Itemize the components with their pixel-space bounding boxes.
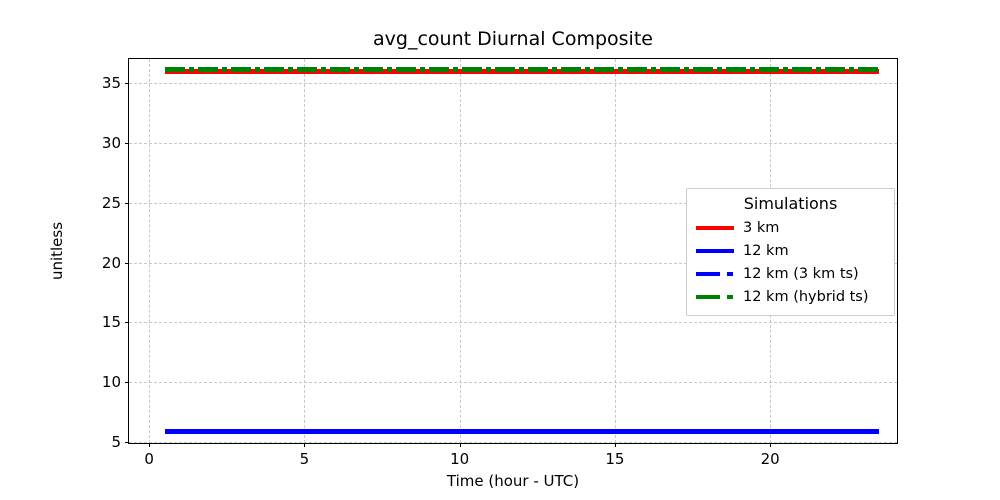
- x-tick: [459, 443, 461, 447]
- x-tick: [770, 443, 772, 447]
- y-tick-label: 20: [101, 253, 121, 272]
- y-axis-label: unitless: [48, 221, 66, 281]
- y-tick: [125, 441, 129, 443]
- y-tick: [125, 83, 129, 85]
- x-tick-label: 0: [144, 450, 154, 468]
- x-tick-label: 20: [760, 450, 780, 468]
- x-gridline: [614, 59, 616, 443]
- y-tick-label: 10: [101, 372, 121, 391]
- legend-entry-label: 12 km: [743, 242, 789, 259]
- y-gridline: [129, 83, 897, 85]
- x-tick: [614, 443, 616, 447]
- y-tick-label: 25: [101, 193, 121, 212]
- legend-entry-label: 3 km: [743, 219, 780, 236]
- legend-entry[interactable]: 3 km: [696, 216, 885, 239]
- x-tick-label: 10: [450, 450, 470, 468]
- legend-entry[interactable]: 12 km: [696, 239, 885, 262]
- y-gridline: [129, 322, 897, 324]
- y-tick: [125, 322, 129, 324]
- series-line: [164, 428, 879, 434]
- legend-entry[interactable]: 12 km (3 km ts): [696, 262, 885, 285]
- legend-title: Simulations: [743, 194, 838, 213]
- y-tick: [125, 202, 129, 204]
- y-tick-label: 35: [101, 74, 121, 93]
- x-axis-label: Time (hour - UTC): [446, 472, 580, 490]
- x-tick-label: 15: [605, 450, 625, 468]
- x-gridline: [149, 59, 151, 443]
- x-tick: [149, 443, 151, 447]
- legend-entry-label: 12 km (3 km ts): [743, 265, 859, 282]
- y-gridline: [129, 441, 897, 443]
- legend-swatch-solid: [696, 221, 734, 235]
- series-line: [164, 66, 879, 72]
- legend-swatch-dashdot: [696, 290, 734, 304]
- legend-entry-label: 12 km (hybrid ts): [743, 288, 869, 305]
- y-tick: [125, 381, 129, 383]
- x-tick: [304, 443, 306, 447]
- legend-entries: 3 km 12 km 12 km (3 km ts) 12 km (hybrid ts…: [696, 216, 885, 308]
- y-tick-label: 5: [111, 432, 121, 451]
- legend: Simulations 3 km 12 km 12 km (3 km ts) 12 k…: [686, 188, 895, 316]
- legend-swatch-dashdot: [696, 267, 734, 281]
- legend-entry[interactable]: 12 km (hybrid ts): [696, 285, 885, 308]
- y-tick: [125, 262, 129, 264]
- x-tick-label: 5: [299, 450, 310, 468]
- y-gridline: [129, 202, 897, 204]
- y-gridline: [129, 143, 897, 145]
- y-tick: [125, 143, 129, 145]
- y-gridline: [129, 262, 897, 264]
- y-tick-label: 15: [101, 313, 121, 332]
- series-line: [164, 69, 879, 75]
- page-title: avg_count Diurnal Composite: [373, 28, 653, 50]
- y-tick-label: 30: [101, 134, 121, 153]
- x-gridline: [304, 59, 306, 443]
- y-gridline: [129, 381, 897, 383]
- x-gridline: [459, 59, 461, 443]
- legend-swatch-solid: [696, 244, 734, 258]
